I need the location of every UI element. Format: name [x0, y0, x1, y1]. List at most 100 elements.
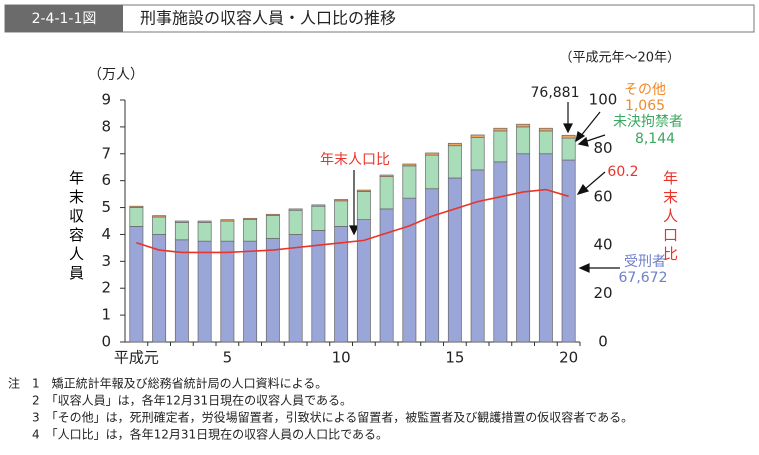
value-label: 67,672	[619, 270, 668, 286]
bar-segment	[243, 219, 258, 242]
bar-segment	[379, 208, 394, 343]
bar-segment	[129, 205, 144, 208]
bar-segment	[425, 152, 440, 156]
y2-tick-label: 0	[598, 333, 608, 351]
bar-segment	[356, 219, 371, 343]
y-axis-label: 年末収容人員	[67, 170, 85, 284]
bar-segment	[288, 209, 303, 235]
bar-segment	[220, 240, 235, 343]
y-tick-label: 6	[101, 171, 111, 189]
bar-segment	[561, 159, 576, 343]
bar-segment	[493, 130, 508, 163]
series-name: 未決拘禁者	[613, 114, 683, 130]
x-tick-label: 10	[332, 349, 351, 367]
bar-segment	[265, 238, 280, 343]
y-tick-label: 3	[101, 252, 111, 270]
x-tick-label: 平成元	[114, 349, 159, 367]
bar-segment	[356, 189, 371, 192]
bar-segment	[447, 177, 462, 343]
period: （平成元年～20年）	[559, 51, 680, 66]
value-label: 8,144	[635, 131, 675, 147]
x-tick-label: 5	[223, 349, 233, 367]
y-tick-label: 5	[101, 198, 111, 216]
bar-segment	[516, 126, 531, 155]
bar-segment	[174, 239, 189, 343]
header-id-box	[5, 5, 123, 32]
y-tick-label: 0	[101, 333, 111, 351]
notes-label: 注	[8, 376, 20, 391]
bar-segment	[152, 216, 167, 235]
bar-segment	[516, 153, 531, 343]
bar-segment	[220, 219, 235, 222]
y2-tick-label: 60	[593, 187, 612, 205]
note: 4 「人口比」は，各年12月31日現在の収容人員の人口比である。	[32, 427, 388, 442]
x-tick-label: 15	[445, 349, 464, 367]
bar-segment	[197, 221, 212, 242]
bar-segment	[243, 217, 258, 221]
bar-segment	[356, 191, 371, 221]
bar-segment	[174, 221, 189, 241]
bar-segment	[265, 215, 280, 239]
bar-segment	[402, 165, 417, 199]
ratio-line	[136, 188, 569, 254]
bar-segment	[334, 199, 349, 202]
bar-segment	[311, 230, 326, 343]
x-tick-label: 20	[559, 349, 578, 367]
y-tick-label: 7	[101, 144, 111, 162]
bar-segment	[493, 127, 508, 132]
bar-segment	[220, 220, 235, 242]
arrows	[349, 102, 620, 273]
bar-segment	[561, 134, 576, 139]
bar-segment	[425, 188, 440, 343]
series-name: その他	[624, 82, 666, 98]
bar-segment	[174, 220, 189, 223]
y2-tick-label: 100	[589, 91, 618, 109]
bar-segment	[447, 145, 462, 179]
y2-axis-label: 年末人口比	[661, 170, 679, 265]
bar-segment	[425, 154, 440, 190]
value-label: 1,065	[625, 98, 665, 114]
bar-segment	[311, 204, 326, 207]
y-tick-label: 1	[101, 306, 111, 324]
y2-tick-label: 80	[593, 139, 612, 157]
bar-segment	[379, 174, 394, 177]
y-tick-label: 2	[101, 279, 111, 297]
bar-segment	[197, 220, 212, 223]
bar-segment	[470, 169, 485, 343]
bar-segment	[288, 234, 303, 343]
bar-segment	[379, 176, 394, 210]
note: 1 矯正統計年報及び総務省統計局の人口資料による。	[32, 376, 327, 391]
figure-title: 刑事施設の収容人員・人口比の推移	[140, 9, 396, 28]
bar-segment	[561, 137, 576, 161]
bar-segment	[402, 163, 417, 167]
note: 3 「その他」は，死刑確定者，労役場留置者，引致状による留置者，被監置者及び観護…	[32, 410, 633, 425]
y-tick-label: 8	[101, 117, 111, 135]
bar-segment	[197, 240, 212, 343]
series-name: 受刑者	[624, 254, 666, 270]
bar-segment	[538, 153, 553, 343]
bar-segment	[311, 205, 326, 231]
bar-segment	[470, 137, 485, 171]
y-tick-label: 9	[101, 91, 111, 109]
bar-segment	[538, 130, 553, 155]
bar-segment	[516, 123, 531, 128]
figure-id: 2-4-1-1図	[32, 11, 97, 27]
bar-segment	[129, 207, 144, 227]
bar-segment	[334, 200, 349, 227]
bar-segment	[447, 142, 462, 147]
notes: 注 1 矯正統計年報及び総務省統計局の人口資料による。 2 「収容人員」は，各年1…	[8, 376, 633, 442]
bar-segment	[402, 197, 417, 343]
y-tick-label: 4	[101, 225, 111, 243]
bar-segment	[243, 240, 258, 343]
note: 2 「収容人員」は，各年12月31日現在の収容人員である。	[32, 393, 352, 408]
total-label: 76,881	[531, 85, 580, 101]
line-label: 年末人口比	[320, 152, 390, 168]
y-unit: （万人）	[88, 67, 144, 83]
bar-segment	[265, 213, 280, 216]
value-label: 60.2	[607, 164, 638, 180]
bar-segment	[288, 208, 303, 211]
y2-tick-label: 20	[593, 284, 612, 302]
bar-segment	[538, 127, 553, 132]
